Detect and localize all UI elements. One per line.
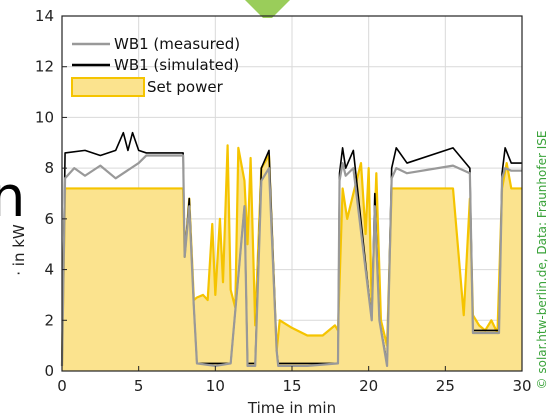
y-tick-label: 6 bbox=[44, 210, 54, 228]
top-decoration-arrow bbox=[245, 0, 290, 18]
legend: WB1 (measured) WB1 (simulated) Set power bbox=[71, 35, 240, 97]
x-tick-label: 5 bbox=[134, 377, 144, 395]
legend-swatch-set-power bbox=[71, 77, 145, 97]
legend-label-set-power: Set power bbox=[147, 78, 224, 96]
legend-label-measured: WB1 (measured) bbox=[114, 35, 240, 53]
cropped-text-fragment: n bbox=[0, 165, 26, 230]
y-tick-label: 0 bbox=[44, 362, 54, 380]
credit-text: © solar.htw-berlin.de, Data: Fraunhofer … bbox=[535, 131, 549, 390]
x-tick-label: 30 bbox=[512, 377, 531, 395]
y-tick-label: 14 bbox=[35, 7, 54, 25]
y-tick-label: 8 bbox=[44, 159, 54, 177]
x-tick-label: 25 bbox=[436, 377, 455, 395]
y-tick-label: 2 bbox=[44, 311, 54, 329]
x-tick-label: 15 bbox=[282, 377, 301, 395]
series-lines bbox=[60, 131, 522, 368]
x-tick-label: 0 bbox=[57, 377, 67, 395]
set-power-fill bbox=[62, 145, 522, 371]
measured-line bbox=[60, 154, 522, 368]
axis-ticks: 0 5 10 15 20 25 30 0 2 4 6 8 10 12 14 bbox=[35, 7, 532, 395]
x-tick-label: 20 bbox=[359, 377, 378, 395]
x-axis-label: Time in min bbox=[247, 399, 336, 417]
y-axis-label: · in kW bbox=[10, 224, 28, 276]
x-tick-label: 10 bbox=[206, 377, 225, 395]
set-power-area bbox=[62, 145, 522, 371]
y-tick-label: 4 bbox=[44, 261, 54, 279]
y-tick-label: 10 bbox=[35, 108, 54, 126]
y-tick-label: 12 bbox=[35, 58, 54, 76]
legend-label-simulated: WB1 (simulated) bbox=[114, 56, 239, 74]
